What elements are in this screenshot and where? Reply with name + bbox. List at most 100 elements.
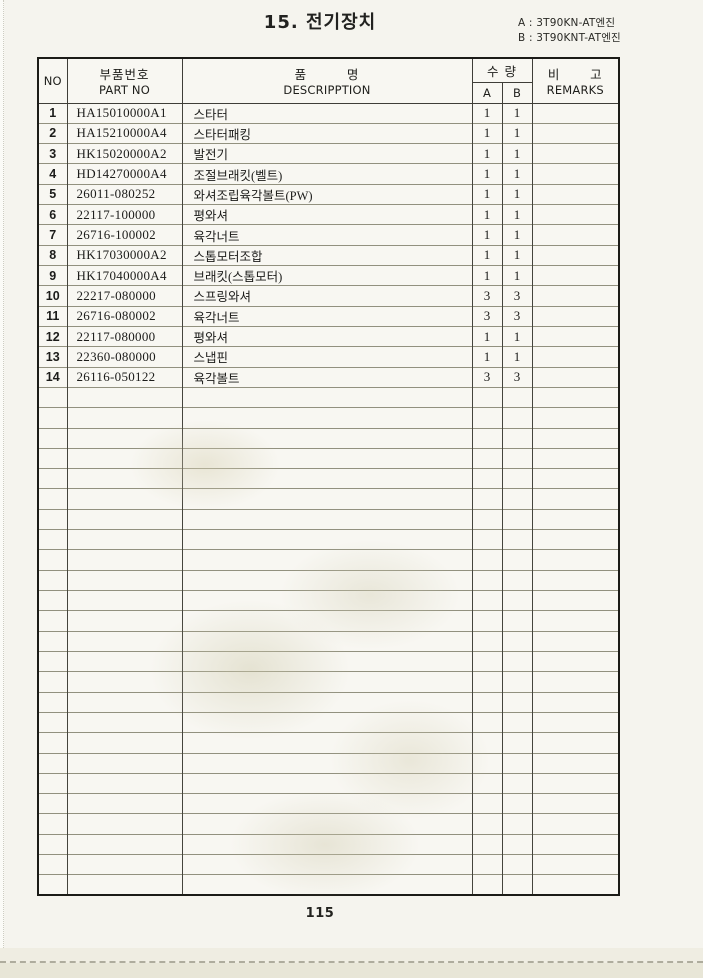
cell-qty-a bbox=[471, 488, 502, 510]
table-row-empty bbox=[37, 650, 620, 672]
cell-description: 스타터 bbox=[181, 102, 472, 124]
cell-description bbox=[181, 833, 472, 855]
cell-qty-a: 1 bbox=[471, 325, 502, 347]
cell-no bbox=[37, 732, 67, 753]
cell-part-number bbox=[66, 529, 182, 550]
cell-qty-b: 1 bbox=[501, 163, 533, 185]
table-row-empty bbox=[37, 813, 620, 835]
cell-qty-b bbox=[501, 508, 533, 530]
cell-remarks bbox=[531, 447, 620, 469]
cell-qty-a: 1 bbox=[471, 244, 502, 266]
cell-qty-a: 1 bbox=[471, 122, 502, 144]
cell-part-number bbox=[66, 407, 182, 428]
header-quantity-a: A bbox=[471, 82, 502, 104]
cell-qty-b bbox=[501, 833, 533, 855]
cell-remarks bbox=[531, 711, 620, 733]
cell-qty-a: 1 bbox=[471, 143, 502, 164]
table-row: 14 26116-050122 육각볼트 3 3 bbox=[37, 366, 620, 388]
cell-qty-a bbox=[471, 833, 502, 855]
cell-no bbox=[37, 671, 67, 693]
cell-remarks bbox=[531, 468, 620, 489]
cell-remarks bbox=[531, 569, 620, 591]
cell-qty-b bbox=[501, 447, 533, 469]
cell-no bbox=[37, 711, 67, 733]
cell-remarks bbox=[531, 386, 620, 408]
cell-remarks bbox=[531, 549, 620, 571]
cell-qty-a bbox=[471, 752, 502, 774]
cell-qty-a bbox=[471, 569, 502, 591]
table-row: 1 HA15010000A1 스타터 1 1 bbox=[37, 102, 620, 124]
cell-part-number bbox=[66, 711, 182, 733]
cell-qty-b bbox=[501, 650, 533, 672]
cell-qty-b: 1 bbox=[501, 325, 533, 347]
parts-table-header: NO 부품번호 PART NO 품 명 DESCRIPPTION 수 량 비 고… bbox=[37, 58, 620, 104]
cell-description bbox=[181, 813, 472, 835]
cell-description bbox=[181, 386, 472, 408]
cell-part-number: 22117-100000 bbox=[66, 204, 182, 225]
cell-qty-a bbox=[471, 691, 502, 713]
cell-description bbox=[181, 691, 472, 713]
cell-description bbox=[181, 529, 472, 550]
cell-no bbox=[37, 427, 67, 449]
cell-no: 4 bbox=[37, 163, 67, 185]
cell-qty-a: 1 bbox=[471, 224, 502, 246]
cell-no bbox=[37, 549, 67, 571]
cell-part-number bbox=[66, 854, 182, 875]
cell-qty-b: 1 bbox=[501, 143, 533, 164]
cell-no: 5 bbox=[37, 183, 67, 205]
cell-qty-b bbox=[501, 610, 533, 632]
cell-qty-b bbox=[501, 549, 533, 571]
cell-part-number bbox=[66, 508, 182, 530]
cell-description bbox=[181, 772, 472, 794]
cell-part-number: HA15210000A4 bbox=[66, 122, 182, 144]
cell-remarks bbox=[531, 589, 620, 611]
cell-part-number: 26116-050122 bbox=[66, 366, 182, 388]
table-row-empty bbox=[37, 854, 620, 875]
cell-qty-b bbox=[501, 772, 533, 794]
cell-description bbox=[181, 427, 472, 449]
cell-remarks bbox=[531, 366, 620, 388]
cell-part-number bbox=[66, 833, 182, 855]
cell-remarks bbox=[531, 163, 620, 185]
cell-qty-a: 1 bbox=[471, 102, 502, 124]
cell-qty-b: 1 bbox=[501, 244, 533, 266]
cell-part-number: 26716-100002 bbox=[66, 224, 182, 246]
page-title: 15. 전기장치 bbox=[263, 12, 377, 33]
table-row-empty bbox=[37, 691, 620, 713]
cell-description bbox=[181, 589, 472, 611]
cell-no bbox=[37, 772, 67, 794]
cell-remarks bbox=[531, 407, 620, 428]
table-row: 5 26011-080252 와셔조립육각볼트(PW) 1 1 bbox=[37, 183, 620, 205]
cell-no: 7 bbox=[37, 224, 67, 246]
cell-qty-b bbox=[501, 854, 533, 875]
cell-part-number bbox=[66, 793, 182, 814]
cell-remarks bbox=[531, 325, 620, 347]
cell-qty-a bbox=[471, 772, 502, 794]
cell-part-number bbox=[66, 427, 182, 449]
table-row-empty bbox=[37, 711, 620, 733]
cell-part-number: HK17030000A2 bbox=[66, 244, 182, 266]
cell-qty-a bbox=[471, 447, 502, 469]
cell-no bbox=[37, 630, 67, 652]
table-row: 12 22117-080000 평와셔 1 1 bbox=[37, 325, 620, 347]
cell-remarks bbox=[531, 529, 620, 550]
cell-part-number: HK15020000A2 bbox=[66, 143, 182, 164]
cell-no: 11 bbox=[37, 305, 67, 327]
cell-description bbox=[181, 854, 472, 875]
cell-part-number bbox=[66, 650, 182, 672]
table-row-empty bbox=[37, 529, 620, 550]
cell-no bbox=[37, 447, 67, 469]
table-row-empty bbox=[37, 569, 620, 591]
cell-remarks bbox=[531, 508, 620, 530]
cell-qty-b: 1 bbox=[501, 122, 533, 144]
engine-variant-b: B : 3T90KNT-AT엔진 bbox=[518, 32, 621, 44]
scan-page-edge-line bbox=[0, 961, 703, 963]
cell-qty-a bbox=[471, 650, 502, 672]
cell-qty-a: 1 bbox=[471, 204, 502, 225]
cell-qty-a bbox=[471, 610, 502, 632]
cell-remarks bbox=[531, 305, 620, 327]
cell-no bbox=[37, 529, 67, 550]
cell-description: 스냅핀 bbox=[181, 346, 472, 368]
cell-qty-a: 3 bbox=[471, 366, 502, 388]
cell-remarks bbox=[531, 630, 620, 652]
